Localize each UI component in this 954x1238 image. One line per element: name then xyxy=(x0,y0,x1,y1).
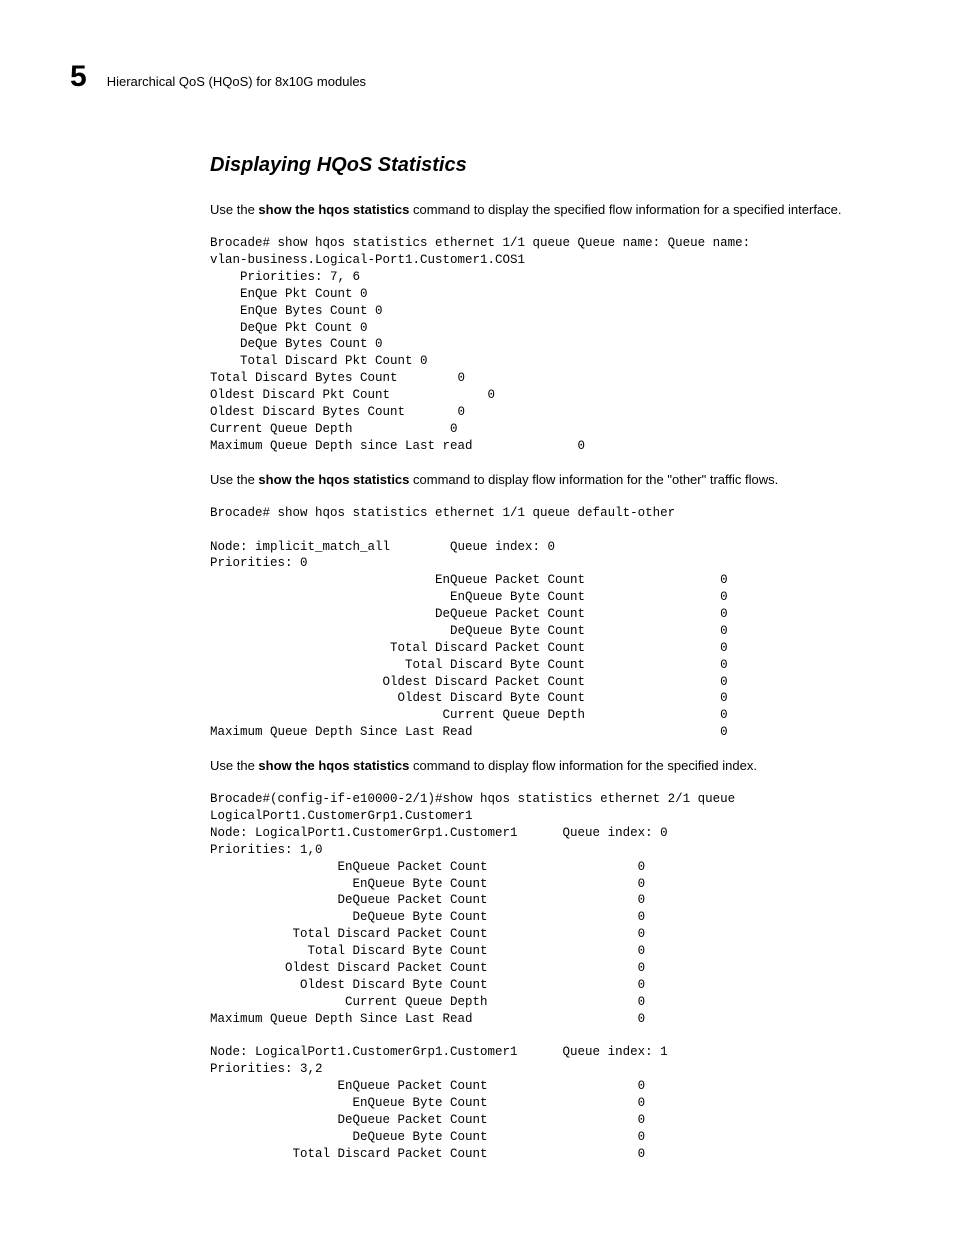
chapter-number: 5 xyxy=(70,60,87,94)
para1-bold: show the hqos statistics xyxy=(258,202,409,217)
code-block-2: Brocade# show hqos statistics ethernet 1… xyxy=(210,505,884,741)
para1-pre: Use the xyxy=(210,202,258,217)
page: 5 Hierarchical QoS (HQoS) for 8x10G modu… xyxy=(0,0,954,1238)
paragraph-2: Use the show the hqos statistics command… xyxy=(210,471,884,489)
para3-bold: show the hqos statistics xyxy=(258,758,409,773)
paragraph-1: Use the show the hqos statistics command… xyxy=(210,201,884,219)
para2-pre: Use the xyxy=(210,472,258,487)
para2-bold: show the hqos statistics xyxy=(258,472,409,487)
section-title: Displaying HQoS Statistics xyxy=(210,154,884,177)
code-block-1: Brocade# show hqos statistics ethernet 1… xyxy=(210,235,884,454)
para3-pre: Use the xyxy=(210,758,258,773)
para3-post: command to display flow information for … xyxy=(409,758,757,773)
paragraph-3: Use the show the hqos statistics command… xyxy=(210,757,884,775)
page-header: 5 Hierarchical QoS (HQoS) for 8x10G modu… xyxy=(70,60,884,94)
para1-post: command to display the specified flow in… xyxy=(409,202,841,217)
para2-post: command to display flow information for … xyxy=(409,472,778,487)
code-block-3: Brocade#(config-if-e10000-2/1)#show hqos… xyxy=(210,791,884,1162)
content-area: Displaying HQoS Statistics Use the show … xyxy=(210,154,884,1162)
header-title: Hierarchical QoS (HQoS) for 8x10G module… xyxy=(107,74,366,89)
